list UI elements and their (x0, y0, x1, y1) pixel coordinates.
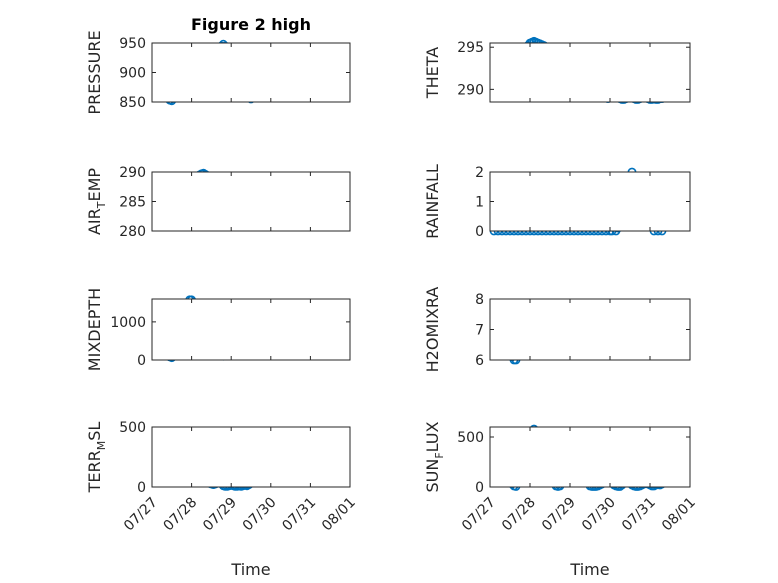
y-tick-label: 950 (119, 36, 146, 52)
axes-frame (489, 171, 691, 232)
y-tick-label: 500 (457, 430, 484, 446)
y-axis-label: THETA (423, 47, 442, 99)
y-tick-label: 290 (457, 82, 484, 98)
y-tick-label: 0 (137, 353, 146, 369)
y-tick-label: 7 (475, 323, 484, 339)
x-axis-label: Time (569, 560, 609, 579)
y-axis-label: RAINFALL (423, 164, 442, 239)
y-axis-label: MIXDEPTH (85, 288, 104, 371)
y-tick-label: 1000 (110, 315, 146, 331)
y-tick-label: 500 (119, 420, 146, 436)
subplot-rainfall: 0 1 2 RAINFALL (423, 164, 691, 240)
y-tick-label: 6 (475, 353, 484, 369)
subplot-mixdepth: 0 1000 MIXDEPTH (85, 288, 351, 371)
y-axis-label: TERRMSL (85, 422, 108, 494)
y-tick-label: 295 (457, 40, 484, 56)
subplot-pressure: 850 900 950 PRESSURE (85, 30, 351, 115)
y-tick-label: 2 (475, 165, 484, 181)
y-tick-label: 850 (119, 95, 146, 111)
y-axis-label: AIRTEMP (85, 168, 108, 235)
y-tick-label: 0 (137, 480, 146, 496)
subplot-theta: 290 295 THETA (423, 36, 691, 104)
y-axis-label: SUNFLUX (423, 421, 446, 492)
axes-frame (489, 42, 691, 103)
y-tick-label: 0 (475, 224, 484, 240)
y-tick-label: 1 (475, 195, 484, 211)
axes-frame (151, 171, 351, 232)
axes-frame (151, 426, 351, 488)
subplot-air_temp: 280 285 290 AIRTEMP (85, 165, 351, 240)
y-tick-label: 280 (119, 224, 146, 240)
y-axis-label: PRESSURE (85, 30, 104, 114)
axes-frame (489, 426, 691, 488)
axes-frame (489, 298, 691, 361)
subplot-h2omixra: 6 7 8 H2OMIXRA (423, 287, 691, 373)
y-tick-label: 285 (119, 195, 146, 211)
chart-title: Figure 2 high (191, 15, 311, 34)
y-axis-label: H2OMIXRA (423, 287, 442, 373)
y-tick-label: 0 (475, 480, 484, 496)
axes-frame (151, 298, 351, 361)
axes-frame (151, 42, 351, 103)
y-tick-label: 290 (119, 165, 146, 181)
y-tick-label: 8 (475, 292, 484, 308)
y-tick-label: 900 (119, 66, 146, 82)
x-axis-label: Time (230, 560, 270, 579)
